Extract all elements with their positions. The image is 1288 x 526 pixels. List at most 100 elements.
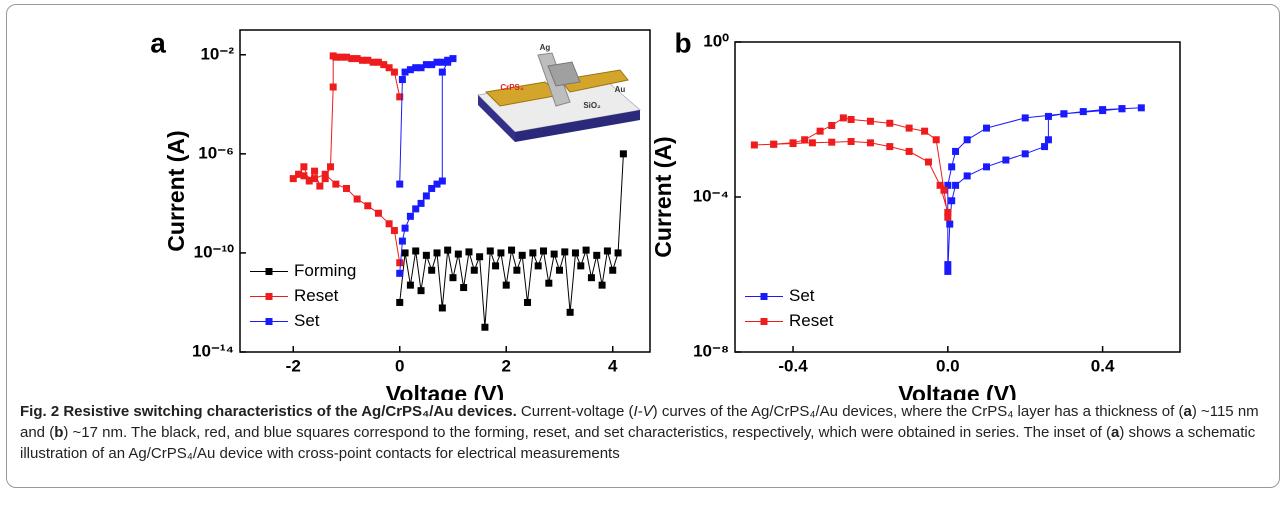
data-point: [561, 248, 569, 256]
data-point: [422, 192, 430, 200]
substrate-front: [515, 110, 640, 142]
data-point: [566, 308, 574, 316]
data-point: [428, 266, 436, 274]
data-point: [433, 58, 441, 66]
data-point: [1021, 150, 1029, 158]
data-point: [1137, 104, 1145, 112]
data-point: [816, 127, 824, 135]
data-point: [808, 139, 816, 147]
data-point: [385, 220, 393, 228]
data-point: [396, 269, 404, 277]
data-point: [948, 163, 956, 171]
data-point: [936, 181, 944, 189]
x-tick-label: 2: [501, 356, 510, 375]
legend-label: Set: [294, 311, 320, 330]
y-tick-label: 10⁻¹⁴: [192, 341, 234, 360]
data-point: [390, 68, 398, 76]
data-point: [470, 266, 478, 274]
caption-text: ) curves of the Ag/CrPS₄/Au devices, whe…: [652, 403, 1184, 420]
series-line: [754, 117, 949, 218]
data-point: [289, 175, 297, 183]
data-point: [433, 180, 441, 188]
data-point: [952, 147, 960, 155]
data-point: [438, 58, 446, 66]
caption-text: a: [1183, 403, 1192, 420]
panel-label: a: [150, 27, 166, 58]
y-tick-label: 10⁻⁶: [198, 143, 234, 162]
inset-label: Au: [615, 85, 626, 94]
data-point: [412, 205, 420, 213]
data-point: [944, 261, 952, 269]
data-point: [1044, 136, 1052, 144]
data-point: [518, 251, 526, 259]
data-point: [1041, 143, 1049, 151]
data-point: [396, 259, 404, 267]
data-point: [390, 227, 398, 235]
data-point: [385, 64, 393, 72]
data-point: [342, 184, 350, 192]
x-tick-label: -0.4: [778, 356, 808, 375]
x-tick-label: 4: [608, 356, 618, 375]
legend-marker: [265, 293, 273, 300]
data-point: [396, 298, 404, 306]
data-point: [398, 237, 406, 245]
y-tick-label: 10⁻²: [200, 44, 234, 63]
au-electrode: [559, 69, 629, 93]
data-point: [1021, 114, 1029, 122]
legend-marker: [265, 268, 273, 275]
data-point: [497, 249, 505, 257]
data-point: [486, 247, 494, 255]
data-point: [374, 209, 382, 217]
data-point: [944, 208, 952, 216]
legend-label: Reset: [294, 286, 339, 305]
inset-label: CrPS₄: [500, 83, 524, 92]
data-point: [839, 114, 847, 122]
data-point: [828, 122, 836, 130]
data-point: [492, 262, 500, 270]
data-point: [905, 124, 913, 132]
plot-frame: [239, 29, 651, 353]
data-point: [332, 180, 340, 188]
legend-marker: [265, 318, 273, 325]
caption: Fig. 2 Resistive switching characteristi…: [20, 401, 1270, 464]
legend-label: Forming: [294, 261, 356, 280]
data-point: [847, 116, 855, 123]
data-point: [603, 247, 611, 255]
y-axis-label: Current (A): [163, 130, 189, 251]
data-point: [353, 195, 361, 203]
data-point: [905, 147, 913, 155]
data-point: [342, 53, 350, 61]
data-point: [789, 140, 797, 148]
caption-text: Fig. 2 Resistive switching characteristi…: [20, 403, 517, 420]
legend-label: Reset: [789, 311, 834, 330]
caption-text: Current-voltage (: [516, 403, 634, 420]
data-point: [465, 248, 473, 256]
inset-label: Ag: [540, 43, 551, 52]
data-point: [406, 212, 414, 220]
data-point: [555, 266, 563, 274]
data-point: [417, 199, 425, 207]
data-point: [412, 64, 420, 72]
data-point: [460, 284, 468, 292]
data-point: [417, 64, 425, 72]
data-point: [1002, 156, 1010, 164]
data-point: [886, 119, 894, 127]
substrate-side: [478, 95, 515, 142]
x-axis-label: Voltage (V): [386, 381, 504, 400]
data-point: [598, 281, 606, 289]
data-point: [353, 55, 361, 63]
x-tick-label: 0: [395, 356, 404, 375]
y-axis-label: Current (A): [650, 136, 676, 257]
caption-text: a: [1111, 424, 1120, 441]
data-point: [750, 141, 758, 149]
data-point: [449, 274, 457, 282]
data-point: [886, 143, 894, 151]
y-tick-label: 10⁰: [703, 31, 729, 50]
data-point: [545, 279, 553, 287]
chart: a Voltage (V) Current (A) -2 0 2 4 10⁻¹⁴ 10⁻¹⁰ 10…: [150, 27, 651, 400]
data-point: [412, 247, 420, 255]
data-point: [571, 249, 579, 257]
data-point: [396, 93, 404, 101]
data-point: [524, 298, 532, 306]
